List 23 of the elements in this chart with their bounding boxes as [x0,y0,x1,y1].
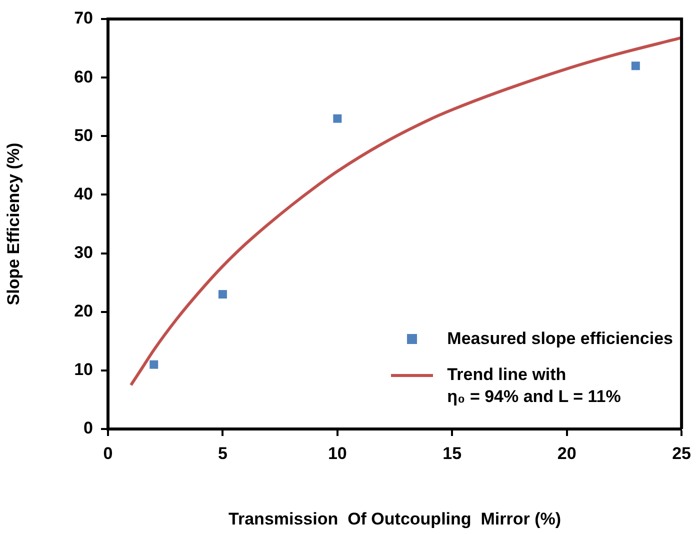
point [631,62,640,70]
x-tick-label: 15 [442,444,462,463]
x-axis-title: Transmission Of Outcoupling Mirror (%) [228,509,562,528]
legend-label: Trend line with η₀ = 94% and L = 11% [447,364,621,408]
y-tick-label: 0 [84,418,93,438]
y-tick-label: 10 [74,360,93,380]
y-tick-label: 70 [74,8,93,28]
point [333,114,342,123]
point [218,290,227,299]
x-tick-label: 20 [557,444,576,463]
y-tick-label: 30 [74,242,93,262]
y-tick-label: 60 [74,67,93,86]
y-tick-label: 50 [74,126,93,145]
x-tick-label: 0 [103,444,113,463]
line-series [129,36,682,387]
y-tick-label: 20 [74,302,93,321]
x-tick-label: 10 [328,444,347,463]
x-tick-label: 5 [218,444,228,463]
y-axis-title: Slope Efficiency (%) [4,142,23,306]
y-tick-label: 40 [74,184,93,204]
legend-label: Measured slope efficiencies [447,328,673,350]
x-tick-label: 25 [672,444,692,463]
point [150,360,158,369]
